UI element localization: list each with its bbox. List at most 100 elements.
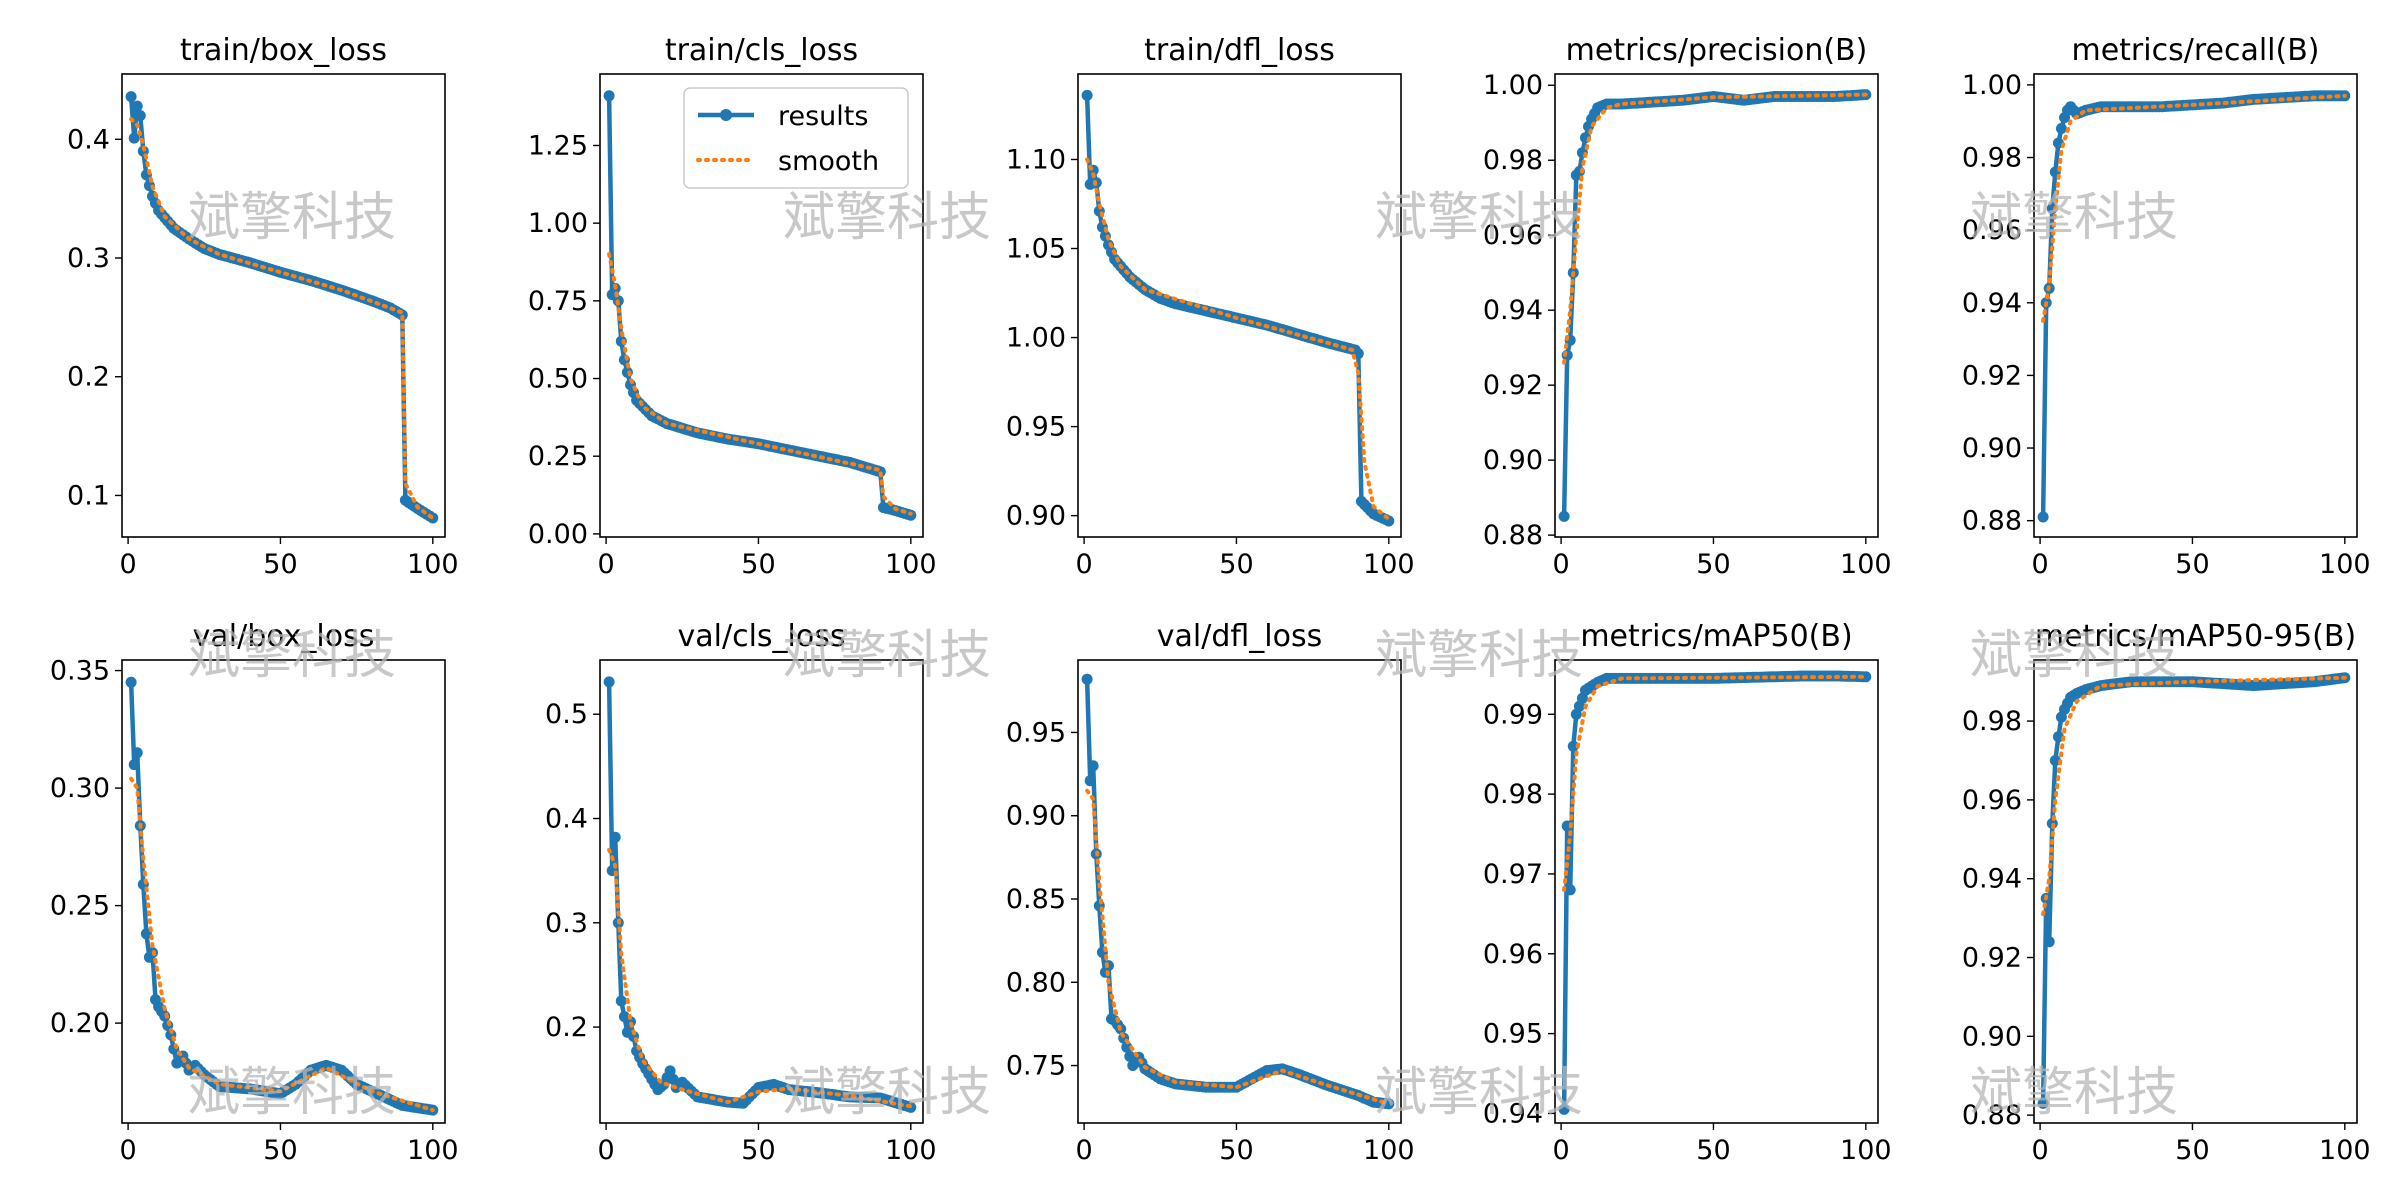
legend: results smooth	[683, 87, 909, 189]
axes-frame	[121, 73, 446, 538]
subplot-title: val/box_loss	[193, 619, 375, 654]
subplot-title: train/box_loss	[180, 33, 387, 68]
subplot-title: metrics/mAP50(B)	[1580, 619, 1852, 654]
y-tick-label: 0.97	[1483, 859, 1543, 890]
x-tick-label: 50	[2175, 1135, 2209, 1166]
watermark-text: 斌擎科技	[188, 1063, 396, 1123]
y-tick-label: 0.95	[1006, 412, 1066, 443]
y-tick-label: 0.85	[1006, 884, 1066, 915]
y-tick-label: 0.88	[1962, 506, 2022, 537]
subplot-train-dfl-loss: train/dfl_loss 0 50 100 0.90 0.95 1.00 1.05 1.10	[1006, 33, 1415, 580]
y-tick-label: 1.00	[1006, 323, 1066, 354]
y-tick-label: 1.00	[528, 208, 588, 239]
legend-smooth-label: smooth	[778, 146, 879, 177]
watermark-text: 斌擎科技	[783, 1063, 991, 1123]
y-tick-label: 0.92	[1962, 360, 2022, 391]
x-tick-label: 0	[1553, 1135, 1570, 1166]
y-tick-label: 0.90	[1962, 1021, 2022, 1052]
x-tick-label: 100	[1840, 549, 1892, 580]
y-tick-label: 0.4	[67, 124, 110, 155]
results-point	[1860, 671, 1872, 683]
results-point	[128, 759, 140, 771]
subplot-title: val/dfl_loss	[1157, 619, 1322, 654]
y-tick-label: 0.94	[1962, 864, 2022, 895]
watermark-text: 斌擎科技	[188, 188, 396, 248]
y-tick-label: 1.00	[1962, 70, 2022, 101]
results-point	[1081, 89, 1093, 101]
series-smooth	[607, 847, 913, 1109]
y-tick-label: 0.25	[50, 891, 110, 922]
y-tick-label: 0.99	[1483, 699, 1543, 730]
results-point	[603, 90, 615, 102]
y-tick-label: 0.80	[1006, 967, 1066, 998]
subplot-metrics-map50-95-b: metrics/mAP50-95(B) 0 50 100 0.88 0.90 0.92 0.9…	[1962, 619, 2371, 1166]
series-smooth	[1562, 674, 1868, 892]
results-point	[615, 995, 627, 1007]
y-tick-label: 0.95	[1483, 1019, 1543, 1050]
y-tick-label: 0.95	[1006, 717, 1066, 748]
y-tick-label: 0.75	[528, 286, 588, 317]
watermark-text: 斌擎科技	[1375, 626, 1583, 686]
legend-results-label: results	[778, 101, 868, 132]
subplot-metrics-map50-b: metrics/mAP50(B) 0 50 100 0.94 0.95 0.96 0.97 0.…	[1483, 619, 1892, 1166]
y-tick-label: 0.1	[67, 480, 110, 511]
results-point	[609, 831, 621, 843]
x-tick-label: 50	[263, 549, 297, 580]
legend-results-marker	[720, 109, 732, 121]
series-smooth	[607, 252, 913, 516]
x-tick-label: 100	[407, 1135, 459, 1166]
results-point	[1567, 740, 1579, 752]
x-tick-label: 0	[598, 1135, 615, 1166]
y-tick-label: 0.50	[528, 364, 588, 395]
axes-frame	[1554, 73, 1879, 538]
y-tick-label: 0.5	[545, 699, 588, 730]
results-point	[2043, 936, 2055, 948]
subplot-title: metrics/precision(B)	[1566, 33, 1868, 68]
results-point	[1121, 1041, 1133, 1053]
x-tick-label: 50	[1696, 1135, 1730, 1166]
subplot-val-dfl-loss: val/dfl_loss 0 50 100 0.75 0.80 0.85 0.90 0.95	[1006, 619, 1415, 1166]
x-tick-label: 0	[1553, 549, 1570, 580]
results-point	[1383, 1098, 1395, 1110]
y-tick-label: 0.90	[1006, 801, 1066, 832]
y-tick-label: 0.00	[528, 519, 588, 550]
axes-frame	[2033, 73, 2358, 538]
series-smooth	[1085, 157, 1391, 522]
y-tick-label: 0.94	[1483, 295, 1543, 326]
smooth-line	[1085, 157, 1391, 522]
subplot-title: metrics/mAP50-95(B)	[2035, 619, 2356, 654]
smooth-line	[607, 252, 913, 516]
y-tick-label: 0.88	[1962, 1100, 2022, 1131]
subplot-grid: train/box_loss 0 50 100 0.1 0.2 0.3 0.4 train/cl…	[50, 33, 2371, 1166]
smooth-line	[129, 776, 435, 1113]
y-tick-label: 0.96	[1483, 220, 1543, 251]
results-point	[603, 676, 615, 688]
x-tick-label: 50	[2175, 549, 2209, 580]
smooth-line	[2041, 675, 2347, 917]
x-tick-label: 0	[598, 549, 615, 580]
x-tick-label: 100	[2319, 1135, 2371, 1166]
y-tick-label: 0.94	[1483, 1098, 1543, 1129]
y-tick-label: 0.96	[1483, 939, 1543, 970]
y-tick-label: 0.96	[1962, 785, 2022, 816]
watermark-text: 斌擎科技	[1375, 1063, 1583, 1123]
watermark-text: 斌擎科技	[783, 188, 991, 248]
series-smooth	[129, 776, 435, 1113]
axes-frame	[1554, 659, 1879, 1124]
x-tick-label: 50	[1219, 549, 1253, 580]
x-tick-label: 100	[885, 1135, 937, 1166]
watermark-text: 斌擎科技	[1970, 626, 2178, 686]
watermark-text: 斌擎科技	[783, 626, 991, 686]
y-tick-label: 0.98	[1962, 143, 2022, 174]
watermark-text: 斌擎科技	[1970, 1063, 2178, 1123]
y-tick-label: 0.35	[50, 656, 110, 687]
y-tick-label: 0.90	[1962, 433, 2022, 464]
results-point	[664, 1065, 676, 1077]
subplot-metrics-precision-b: metrics/precision(B) 0 50 100 0.88 0.90 0.92 0.…	[1483, 33, 1892, 580]
axes-frame	[121, 659, 446, 1124]
x-tick-label: 0	[2032, 549, 2049, 580]
results-point	[128, 132, 140, 144]
x-tick-label: 0	[1076, 549, 1093, 580]
results-point	[1564, 884, 1576, 896]
